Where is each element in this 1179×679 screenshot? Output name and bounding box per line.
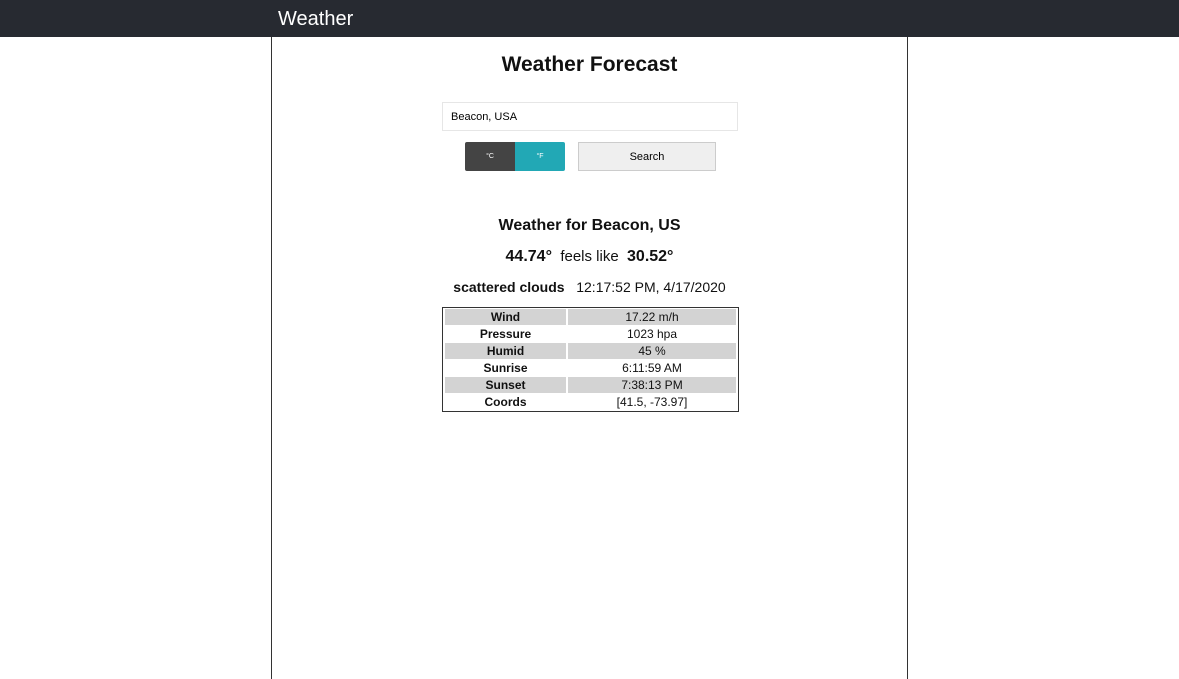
row-label: Humid — [445, 343, 566, 359]
weather-details-table: Wind 17.22 m/h Pressure 1023 hpa Humid 45 % Su… — [442, 307, 739, 412]
main-content: Weather Forecast °C °F Search Weather fo… — [271, 37, 908, 679]
row-value: 6:11:59 AM — [622, 361, 682, 375]
feels-like-temp: 30.52° — [627, 248, 674, 265]
description-line: scattered clouds 12:17:52 PM, 4/17/2020 — [272, 279, 907, 295]
row-label: Wind — [445, 309, 566, 325]
table-row: Pressure 1023 hpa — [445, 326, 736, 342]
row-value: 7:38:13 PM — [568, 377, 736, 393]
row-value: 45 % — [568, 343, 736, 359]
weather-description: scattered clouds — [453, 279, 565, 295]
row-value: [41.5, -73.97] — [616, 395, 688, 409]
temperature: 44.74° — [505, 248, 552, 265]
table-row: Sunset 7:38:13 PM — [445, 377, 736, 393]
table-row: Humid 45 % — [445, 343, 736, 359]
row-value: 17.22 m/h — [568, 309, 736, 325]
table-row: Sunrise 6:11:59 AM — [445, 360, 736, 376]
row-value: 1023 hpa — [626, 327, 678, 341]
row-label: Sunset — [445, 377, 566, 393]
weather-heading: Weather for Beacon, US — [498, 217, 681, 234]
navbar: Weather — [0, 0, 1179, 37]
table-row: Coords [41.5, -73.97] — [445, 394, 736, 410]
fahrenheit-button[interactable]: °F — [515, 142, 565, 171]
row-label: Pressure — [479, 327, 532, 341]
feels-like-label: feels like — [560, 248, 619, 265]
table-row: Wind 17.22 m/h — [445, 309, 736, 325]
city-search-input[interactable] — [442, 102, 738, 131]
celsius-button[interactable]: °C — [465, 142, 515, 171]
row-label: Sunrise — [483, 361, 528, 375]
unit-toggle: °C °F — [465, 142, 565, 171]
timestamp: 12:17:52 PM, 4/17/2020 — [576, 279, 726, 295]
page-title: Weather Forecast — [501, 53, 678, 76]
row-label: Coords — [484, 395, 527, 409]
search-button[interactable]: Search — [578, 142, 716, 171]
temperature-line: 44.74° feels like 30.52° — [272, 248, 907, 266]
brand[interactable]: Weather — [278, 8, 354, 30]
